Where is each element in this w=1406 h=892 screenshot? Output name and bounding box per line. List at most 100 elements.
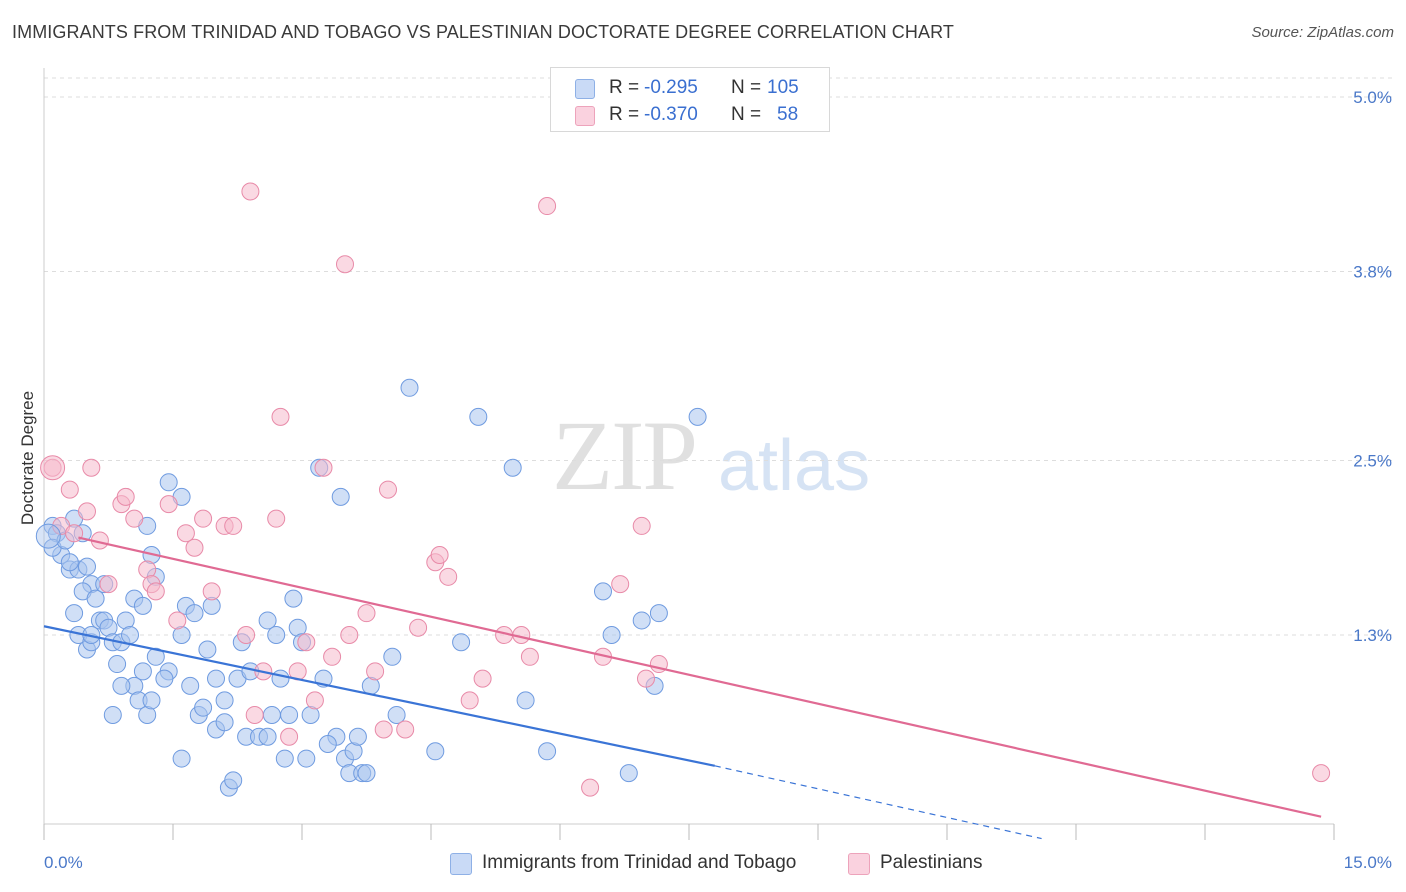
blue-point	[35, 523, 61, 549]
blue-point	[503, 458, 522, 477]
blue-point	[649, 604, 668, 623]
pink-point	[65, 524, 84, 543]
blue-point	[224, 771, 243, 790]
blue-point	[619, 764, 638, 783]
x-tick-label: 0.0%	[44, 853, 83, 872]
blue-point	[594, 582, 612, 601]
legend-n-value: 105	[767, 77, 799, 98]
watermark-zip: ZIP	[552, 400, 698, 511]
pink-point	[520, 647, 539, 666]
blue-point	[387, 705, 406, 724]
pink-point	[194, 509, 213, 528]
blue-point	[400, 378, 419, 397]
blue-point	[271, 669, 290, 688]
legend-n-label: N =	[731, 77, 762, 98]
blue-point	[207, 669, 225, 688]
blue-point	[331, 487, 350, 506]
source-label: Source: ZipAtlas.com	[1251, 24, 1394, 41]
blue-point	[185, 604, 204, 623]
legend-r-value: -0.295	[644, 77, 698, 98]
pink-point	[374, 720, 393, 739]
blue-point	[198, 640, 217, 659]
blue-point	[258, 611, 277, 630]
pink-point	[396, 720, 415, 739]
blue-point	[215, 691, 234, 710]
pink-point	[245, 705, 264, 724]
blue-point	[688, 407, 707, 426]
blue-point	[348, 727, 367, 746]
legend-r-value: -0.370	[644, 104, 698, 125]
blue-point	[121, 625, 139, 644]
bottom-legend-label-pink: Palestinians	[880, 852, 983, 873]
pink-point	[271, 407, 290, 426]
pink-point	[40, 455, 66, 481]
bottom-legend-label-blue: Immigrants from Trinidad and Tobago	[482, 852, 797, 873]
blue-point	[426, 742, 445, 761]
blue-point	[194, 698, 213, 717]
pink-point	[185, 538, 204, 557]
y-tick-label: 5.0%	[1353, 88, 1392, 107]
grid-layer	[44, 77, 1392, 636]
pink-point	[357, 604, 376, 623]
blue-point	[469, 407, 488, 426]
y-tick-label: 3.8%	[1353, 262, 1392, 281]
pink-point	[581, 778, 600, 797]
pink-point	[460, 691, 479, 710]
blue-point	[452, 633, 471, 652]
pink-point	[267, 509, 286, 528]
blue-point	[60, 553, 79, 572]
blue-point	[86, 589, 105, 608]
blue-point	[284, 589, 303, 608]
legend-swatch-pink	[575, 106, 595, 126]
correlation-legend: R = -0.295 N = 105 R = -0.370 N = 58	[550, 67, 830, 132]
pink-point	[409, 618, 428, 637]
legend-r-label: R =	[609, 77, 640, 98]
blue-point	[108, 655, 127, 674]
blue-point	[516, 691, 535, 710]
pink-point	[237, 625, 256, 644]
pink-point	[632, 516, 651, 535]
pink-point	[379, 480, 397, 499]
pink-point	[99, 575, 118, 594]
pink-point	[538, 197, 557, 216]
blue-point	[181, 676, 200, 695]
blue-point	[538, 742, 557, 761]
axis-layer	[43, 68, 1335, 840]
watermark-atlas: atlas	[718, 426, 871, 506]
blue-point	[275, 749, 294, 768]
pink-point	[60, 480, 79, 499]
x-tick-label: 15.0%	[1344, 853, 1392, 872]
pink-point	[637, 669, 655, 688]
blue-point	[159, 473, 178, 492]
blue-point	[78, 557, 96, 576]
legend-r-label: R =	[609, 104, 640, 125]
pink-point	[159, 495, 178, 514]
pink-point	[78, 502, 96, 521]
blue-point	[172, 749, 191, 768]
blue-point	[632, 611, 651, 630]
blue-point	[133, 596, 152, 615]
legend-row-pink: R = -0.370 N = 58	[551, 101, 829, 129]
pink-point	[366, 662, 385, 681]
pink-point	[82, 458, 101, 477]
trend-layer	[43, 536, 1322, 840]
blue-point	[142, 691, 161, 710]
legend-swatch-blue	[575, 79, 595, 99]
pink-point	[430, 546, 449, 565]
pink-point	[125, 509, 144, 528]
pink-point	[314, 458, 333, 477]
label-layer: 1.3% 2.5% 3.8% 5.0% 0.0% 15.0% Doctorate Degre…	[18, 88, 1392, 872]
blue-point	[297, 749, 316, 768]
pink-trend-line	[78, 536, 1322, 818]
chart-title: IMMIGRANTS FROM TRINIDAD AND TOBAGO VS P…	[12, 22, 954, 42]
bottom-legend-swatch-pink	[848, 853, 870, 875]
blue-point	[262, 705, 281, 724]
pink-point	[439, 567, 458, 586]
bottom-legend-swatch-blue	[450, 853, 472, 875]
pink-point	[116, 487, 135, 506]
blue-point	[318, 735, 337, 754]
blue-point	[133, 662, 152, 681]
pink-point	[611, 575, 630, 594]
blue-point	[215, 713, 234, 732]
